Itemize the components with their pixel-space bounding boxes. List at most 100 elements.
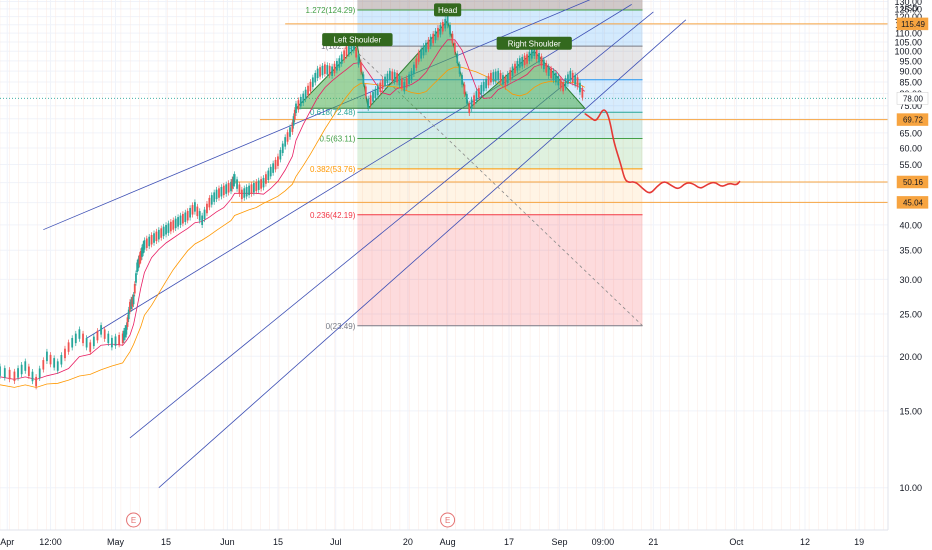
candle-body: [345, 46, 348, 56]
candle-body: [220, 186, 223, 197]
y-tick-label: 15.00: [899, 406, 922, 416]
candle-body: [201, 215, 204, 226]
pattern-label-text: Head: [438, 6, 457, 15]
candle-body: [64, 348, 66, 359]
candle-body: [403, 81, 406, 92]
channel-line: [43, 0, 591, 231]
fib-label: 1.272(124.29): [306, 6, 356, 15]
candle-body: [121, 333, 124, 344]
candle-body: [157, 229, 160, 240]
candle-body: [206, 203, 208, 214]
candle-body: [458, 64, 461, 74]
candle-body: [355, 48, 358, 58]
candle-body: [103, 329, 106, 339]
candle-body: [316, 68, 319, 79]
candle-body: [523, 55, 526, 66]
candle-body: [396, 72, 398, 83]
candle-body: [184, 212, 187, 222]
candle-body: [129, 301, 131, 312]
candle-body: [20, 364, 23, 375]
candle-body: [514, 63, 516, 74]
candle-body: [42, 360, 45, 370]
candle-body: [555, 72, 557, 83]
candle-body: [511, 66, 514, 76]
candle-body: [509, 70, 512, 80]
x-tick-label: 15: [273, 537, 283, 547]
pattern-label-bubble: [322, 33, 393, 47]
candle-body: [579, 82, 581, 93]
candle-body: [449, 24, 451, 35]
y-tick-label: 30.00: [899, 275, 922, 285]
candle-body: [333, 63, 336, 74]
candle-body: [27, 366, 30, 377]
candle-body: [427, 39, 430, 50]
candle-body: [417, 52, 420, 62]
candle-body: [552, 70, 555, 81]
candle-body: [444, 18, 447, 29]
candle-body: [203, 209, 206, 220]
candle-body: [60, 355, 63, 365]
candle-body: [281, 143, 284, 154]
candle-body: [381, 79, 384, 90]
y-tick-label: 120.00: [894, 12, 922, 22]
candle-body: [162, 226, 165, 237]
candle-body: [293, 109, 296, 120]
candle-body: [415, 58, 418, 68]
candle-body: [502, 75, 504, 85]
earnings-marker-icon: [126, 512, 142, 528]
price-tag: [896, 92, 929, 105]
candle-body: [155, 231, 158, 242]
candle-body: [326, 65, 329, 75]
candle-body: [114, 336, 117, 346]
grid-layer: [0, 0, 888, 530]
candle-body: [473, 95, 475, 105]
candle-body: [141, 247, 143, 257]
price-tag: [896, 196, 929, 209]
candle-body: [434, 30, 437, 41]
candle-body: [314, 73, 317, 83]
candle-body: [429, 36, 432, 47]
candle-body: [535, 49, 538, 60]
candle-body: [38, 368, 41, 378]
candle-body: [279, 149, 282, 160]
candle-body: [126, 317, 129, 327]
candle-body: [497, 70, 500, 81]
candle-body: [238, 184, 241, 194]
price-tag-label: 45.04: [903, 198, 924, 207]
candle-body: [376, 85, 379, 96]
candle-body: [386, 73, 389, 84]
y-tick-label: 85.00: [899, 77, 922, 87]
candle-body: [31, 371, 34, 382]
price-layer: [0, 13, 586, 390]
candle-body: [100, 325, 102, 335]
candle-body: [92, 336, 95, 347]
candle-body: [470, 99, 473, 109]
candle-body: [24, 361, 27, 371]
candle-body: [533, 46, 536, 56]
candle-body: [133, 283, 136, 294]
candle-body: [456, 53, 459, 64]
candle-body: [564, 78, 567, 88]
fib-label: 0.618(72.48): [310, 108, 356, 117]
y-tick-label: 95.00: [899, 56, 922, 66]
candle-body: [142, 243, 145, 254]
candle-body: [343, 50, 346, 60]
price-tag: [896, 175, 929, 189]
earnings-marker-icon: [440, 512, 456, 528]
candle-body: [323, 64, 326, 74]
x-tick-label: 20: [403, 537, 413, 547]
candle-body: [208, 197, 211, 208]
candle-body: [420, 49, 423, 59]
candle-body: [413, 64, 415, 75]
candle-body: [179, 215, 182, 226]
candle-body: [252, 183, 255, 193]
y-tick-label: 125.00: [894, 4, 922, 14]
candle-body: [255, 181, 258, 192]
candle-body: [468, 103, 471, 114]
candle-body: [3, 368, 6, 378]
price-tag-label: 78.00: [903, 94, 924, 103]
candle-body: [504, 77, 507, 87]
candle-body: [243, 188, 246, 198]
candle-body: [225, 184, 228, 194]
